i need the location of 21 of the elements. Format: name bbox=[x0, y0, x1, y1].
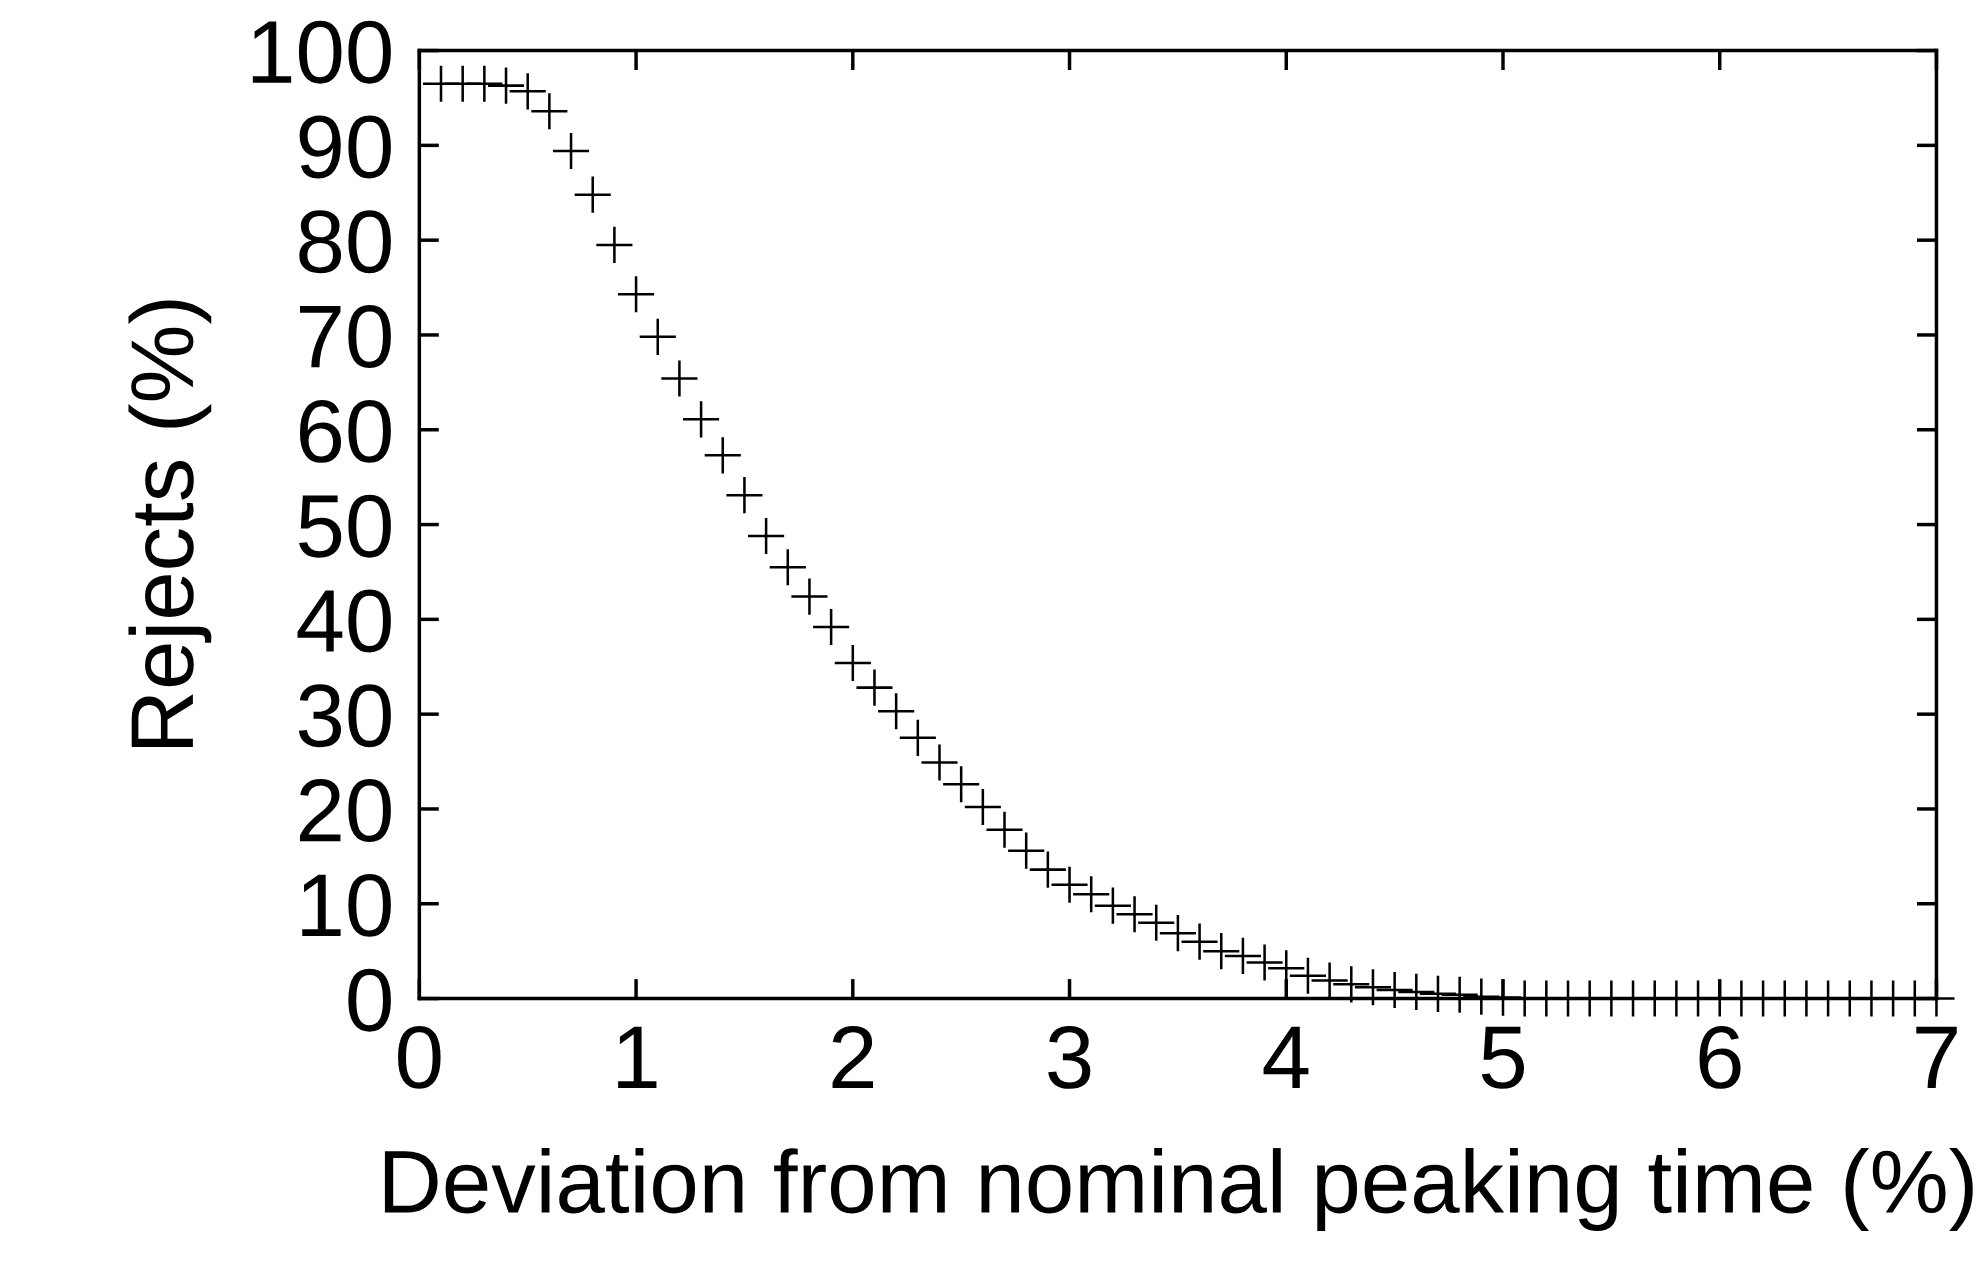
x-tick-label: 0 bbox=[398, 1025, 441, 1089]
y-tick-label: 70 bbox=[300, 305, 391, 369]
x-tick-label: 6 bbox=[1699, 1025, 1741, 1089]
x-tick-label: 4 bbox=[1263, 1026, 1309, 1088]
y-tick-label: 20 bbox=[299, 779, 391, 843]
y-tick-label: 90 bbox=[299, 115, 391, 179]
y-tick-label: 10 bbox=[302, 873, 391, 937]
x-tick-label: 5 bbox=[1481, 1026, 1524, 1089]
y-tick-label: 30 bbox=[298, 684, 391, 748]
x-axis-title: Deviation from nominal peaking time (%) bbox=[384, 1148, 1973, 1231]
x-tick-label: 1 bbox=[618, 1026, 657, 1088]
y-axis-title: Rejects (%) bbox=[128, 300, 212, 747]
x-tick-label: 7 bbox=[1916, 1026, 1957, 1088]
y-tick-label: 0 bbox=[348, 968, 391, 1032]
y-tick-label: 80 bbox=[299, 210, 391, 274]
y-tick-label: 60 bbox=[299, 399, 391, 463]
y-tick-label: 50 bbox=[299, 494, 391, 558]
x-tick-label: 2 bbox=[832, 1025, 874, 1088]
x-tick-label: 3 bbox=[1048, 1025, 1091, 1089]
y-tick-label: 100 bbox=[252, 20, 391, 84]
y-tick-label: 40 bbox=[297, 589, 391, 653]
